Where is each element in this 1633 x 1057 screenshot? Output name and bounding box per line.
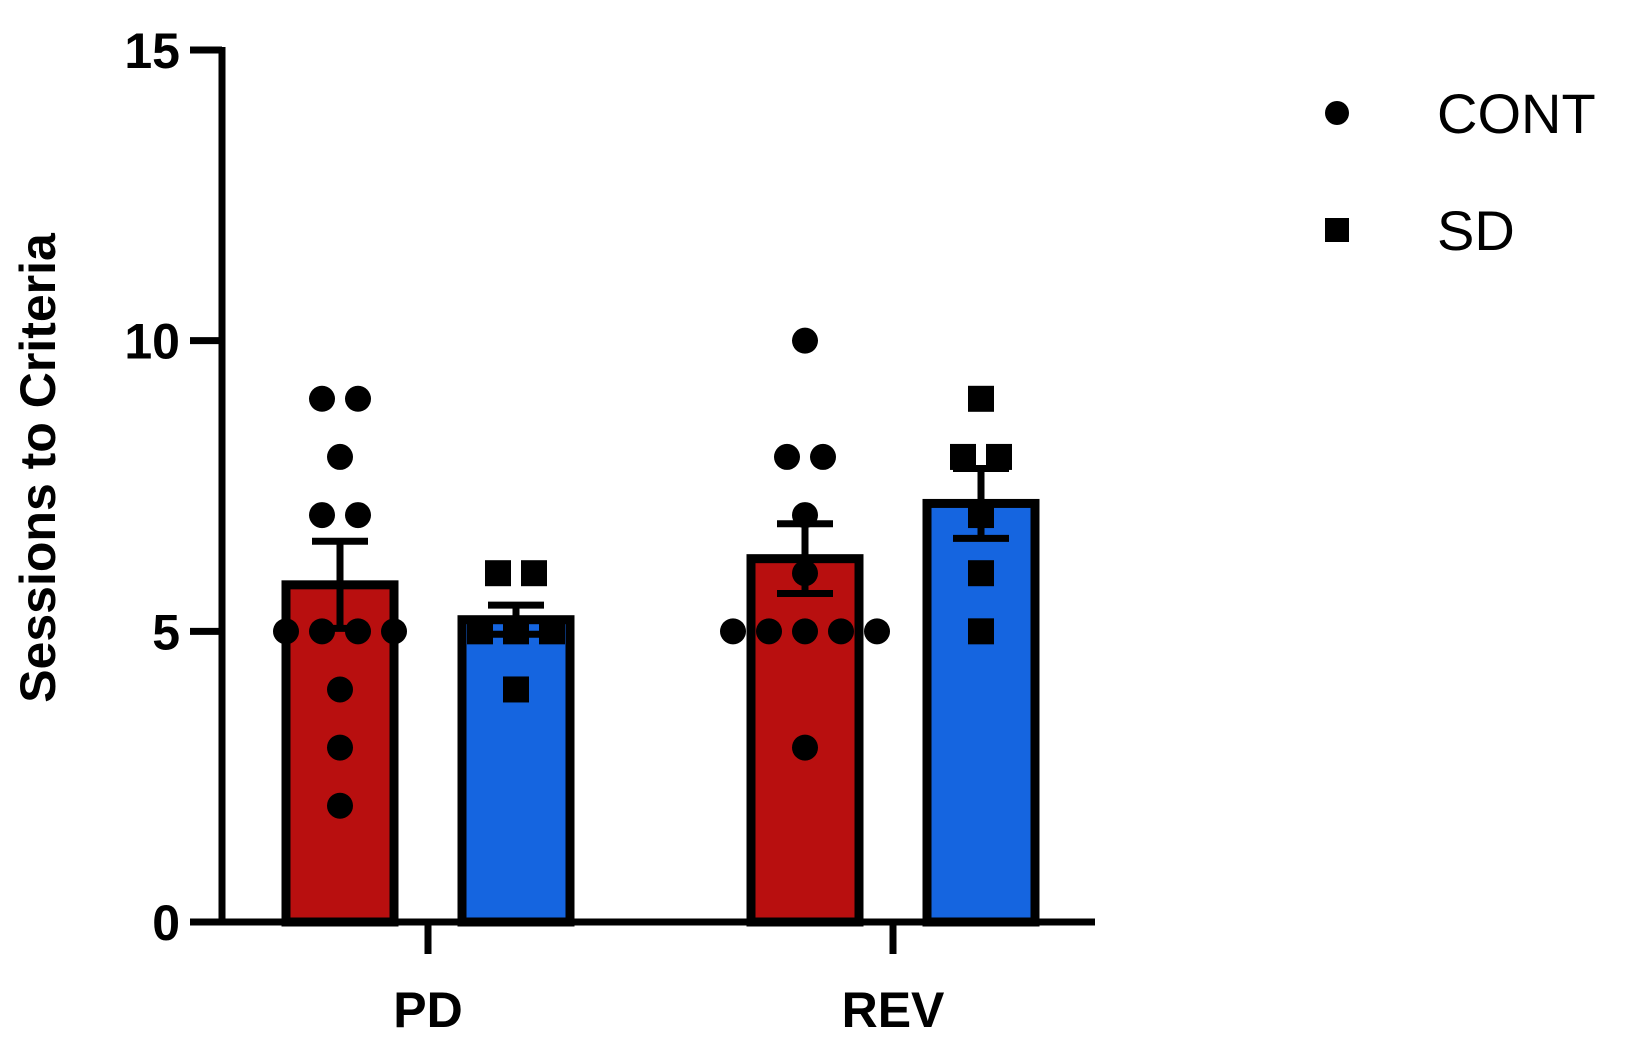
point-cont-pd-10 <box>327 734 353 761</box>
point-sd-pd-4 <box>539 618 565 645</box>
point-cont-pd-9 <box>327 676 353 703</box>
y-tick-label-10: 10 <box>124 314 180 370</box>
point-cont-pd-3 <box>309 502 335 529</box>
point-cont-pd-0 <box>309 385 335 412</box>
point-cont-rev-8 <box>828 618 854 645</box>
tick-labels: PD REV 0 5 10 15 <box>124 23 945 1038</box>
point-sd-rev-3 <box>968 502 994 529</box>
point-sd-rev-0 <box>968 385 994 412</box>
bars-layer <box>281 498 1040 927</box>
legend-label-cont: CONT <box>1437 82 1596 145</box>
point-cont-pd-5 <box>273 618 299 645</box>
point-cont-pd-11 <box>327 792 353 819</box>
point-cont-rev-1 <box>774 443 800 470</box>
point-sd-pd-3 <box>503 618 529 645</box>
y-tick-label-0: 0 <box>152 895 180 951</box>
point-cont-rev-4 <box>792 560 818 587</box>
x-tick-label-pd: PD <box>393 982 462 1038</box>
point-cont-pd-7 <box>345 618 371 645</box>
legend-label-sd: SD <box>1437 199 1515 262</box>
y-tick-label-5: 5 <box>152 604 180 660</box>
point-sd-rev-5 <box>968 618 994 645</box>
axes <box>190 46 1095 954</box>
legend-marker-cont <box>1325 101 1349 125</box>
point-cont-rev-7 <box>792 618 818 645</box>
error-bars-layer <box>312 465 1009 638</box>
point-sd-pd-5 <box>503 676 529 703</box>
point-cont-pd-1 <box>345 385 371 412</box>
point-cont-pd-4 <box>345 502 371 529</box>
point-sd-rev-1 <box>950 443 976 470</box>
point-cont-rev-6 <box>756 618 782 645</box>
y-axis-label: Sessions to Criteria <box>10 232 66 703</box>
point-sd-rev-2 <box>986 443 1012 470</box>
data-points-layer <box>273 327 1012 819</box>
point-cont-rev-0 <box>792 327 818 354</box>
point-sd-pd-2 <box>467 618 493 645</box>
point-sd-rev-4 <box>968 560 994 587</box>
point-sd-pd-0 <box>485 560 511 587</box>
point-cont-pd-8 <box>381 618 407 645</box>
point-cont-rev-2 <box>810 443 836 470</box>
point-cont-rev-9 <box>864 618 890 645</box>
bar-sd-pd <box>457 615 575 927</box>
y-tick-label-15: 15 <box>124 23 180 79</box>
x-tick-label-rev: REV <box>842 982 945 1038</box>
point-cont-pd-2 <box>327 443 353 470</box>
point-cont-rev-3 <box>792 502 818 529</box>
point-sd-pd-1 <box>521 560 547 587</box>
point-cont-pd-6 <box>309 618 335 645</box>
legend: CONT SD <box>1325 82 1596 262</box>
legend-marker-sd <box>1325 218 1349 242</box>
point-cont-rev-5 <box>720 618 746 645</box>
point-cont-rev-10 <box>792 734 818 761</box>
